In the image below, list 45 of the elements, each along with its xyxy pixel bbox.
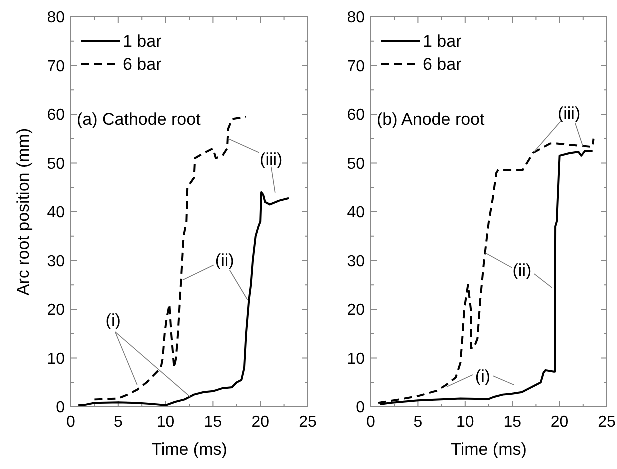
annotation: (b) Anode root [377, 110, 486, 129]
y-tick-label: 50 [347, 156, 366, 173]
legend-label: 6 bar [123, 54, 162, 74]
x-tick-label: 5 [414, 414, 423, 431]
y-tick-label: 10 [347, 350, 366, 368]
y-tick-label: 0 [356, 400, 366, 417]
y-tick-label: 0 [56, 400, 66, 417]
y-tick-label: 60 [47, 107, 66, 124]
x-tick-label: 15 [504, 414, 522, 431]
y-axis-title: Arc root position (mm) [14, 128, 33, 296]
x-tick-label: 10 [156, 414, 175, 431]
y-tick-label: 30 [347, 253, 366, 270]
y-tick-label: 70 [347, 58, 366, 76]
annotation: (i) [106, 311, 121, 330]
x-axis-title: Time (ms) [451, 440, 527, 459]
y-tick-label: 40 [347, 204, 366, 222]
annotation: (ii) [512, 260, 532, 280]
y-tick-label: 70 [47, 58, 66, 76]
legend-label: 6 bar [423, 54, 462, 74]
y-tick-label: 20 [347, 302, 366, 320]
y-tick-label: 50 [47, 156, 66, 173]
x-tick-label: 25 [598, 414, 616, 431]
annotation: (iii) [558, 104, 581, 123]
x-tick-label: 0 [66, 414, 76, 431]
x-tick-label: 20 [550, 414, 569, 431]
legend-label: 1 bar [423, 32, 462, 51]
annotation: (i) [475, 366, 491, 386]
y-tick-label: 40 [47, 204, 66, 222]
x-tick-label: 20 [252, 414, 270, 431]
y-tick-label: 60 [347, 107, 366, 124]
y-tick-label: 30 [47, 253, 66, 270]
y-tick-label: 80 [47, 10, 66, 27]
annotation: (ii) [215, 251, 234, 270]
y-tick-label: 10 [47, 350, 66, 368]
x-tick-label: 25 [299, 414, 317, 431]
x-tick-label: 10 [456, 414, 474, 431]
x-axis-title: Time (ms) [152, 440, 228, 459]
x-tick-label: 15 [204, 414, 222, 431]
annotation: (a) Cathode root [77, 110, 202, 129]
x-tick-label: 5 [114, 414, 123, 431]
legend-label: 1 bar [123, 32, 162, 51]
y-tick-label: 80 [347, 10, 366, 27]
x-tick-label: 0 [366, 414, 376, 431]
y-tick-label: 20 [47, 302, 66, 320]
annotation: (iii) [260, 150, 283, 169]
